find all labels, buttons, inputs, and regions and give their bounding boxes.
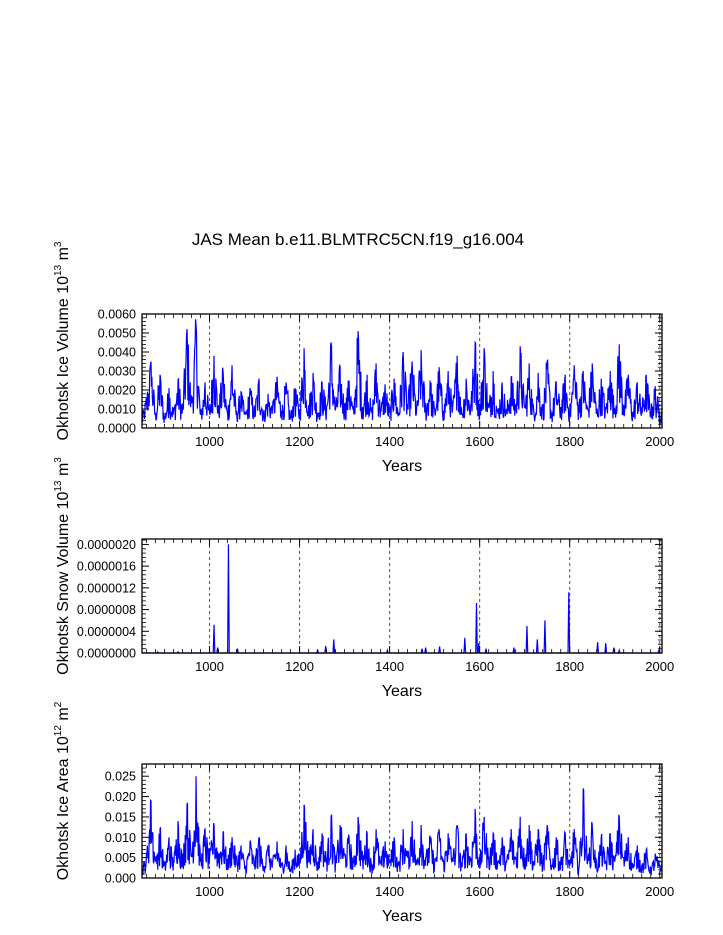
y-tick-label: 0.0050 [98, 327, 136, 341]
x-tick-label: 1600 [465, 659, 494, 674]
x-tick-label: 1800 [555, 659, 584, 674]
x-tick-label: 1800 [555, 434, 584, 449]
y-tick-label: 0.0000012 [77, 581, 136, 595]
x-tick-label: 1400 [375, 434, 404, 449]
x-tick-label: 1200 [285, 884, 314, 899]
x-tick-label: 2000 [645, 659, 674, 674]
y-tick-label: 0.005 [105, 851, 136, 865]
y-axis-label: Okhotsk Snow Volume 1013 m3 [53, 457, 72, 675]
x-tick-label: 2000 [645, 884, 674, 899]
x-tick-label: 1200 [285, 434, 314, 449]
data-series-line [141, 776, 663, 876]
chart-panel-3: 0.000 0.005 0.010 0.015 0.020 0.025 1000 1200 14… [53, 701, 674, 925]
x-tick-label: 1400 [375, 659, 404, 674]
y-tick-label: 0.0030 [98, 365, 136, 379]
x-tick-label: 1800 [555, 884, 584, 899]
y-tick-label: 0.0000016 [77, 560, 136, 574]
y-tick-label: 0.025 [105, 770, 136, 784]
y-axis-label-text: Okhotsk Snow Volume 10 [55, 492, 72, 675]
y-tick-label: 0.0000020 [77, 538, 136, 552]
y-axis-label-exponent: 13 [53, 480, 64, 492]
y-axis-label-unit-exponent: 3 [53, 241, 64, 247]
y-axis-label-text: Okhotsk Ice Area 10 [55, 736, 72, 880]
y-tick-label: 0.0010 [98, 403, 136, 417]
y-tick-label: 0.0060 [98, 308, 136, 322]
y-tick-label: 0.0000 [98, 422, 136, 436]
y-tick-label: 0.020 [105, 790, 136, 804]
y-axis-label-unit: m [55, 463, 72, 481]
y-axis-label: Okhotsk Ice Area 1012 m2 [53, 701, 72, 880]
x-axis-label: Years [382, 458, 422, 475]
chart-panel-2: 0.0000000 0.0000004 0.0000008 0.0000012 0.00… [53, 457, 674, 700]
x-axis-label: Years [382, 683, 422, 700]
chart-panel-1: 0.0000 0.0010 0.0020 0.0030 0.0040 0.0050 0.00… [53, 241, 674, 475]
x-tick-label: 2000 [645, 434, 674, 449]
figure-title: JAS Mean b.e11.BLMTRC5CN.f19_g16.004 [192, 230, 524, 249]
data-series-line [141, 319, 663, 425]
x-tick-label: 1000 [195, 434, 224, 449]
x-tick-label: 1400 [375, 884, 404, 899]
y-tick-label: 0.0000008 [77, 603, 136, 617]
y-axis-label-unit-exponent: 3 [53, 457, 64, 463]
plot-frame [141, 538, 663, 654]
x-tick-label: 1600 [465, 884, 494, 899]
y-tick-label: 0.010 [105, 831, 136, 845]
y-axis-label-unit: m [55, 247, 72, 265]
x-tick-label: 1600 [465, 434, 494, 449]
x-tick-label: 1200 [285, 659, 314, 674]
y-tick-label: 0.0000004 [77, 625, 136, 639]
y-axis-label-unit-exponent: 2 [53, 701, 64, 707]
x-tick-label: 1000 [195, 884, 224, 899]
y-axis-label-exponent: 12 [53, 725, 64, 737]
y-tick-label: 0.0040 [98, 346, 136, 360]
data-series-line [142, 544, 662, 654]
y-tick-label: 0.000 [105, 872, 136, 886]
y-tick-label: 0.015 [105, 810, 136, 824]
x-axis-label: Years [382, 908, 422, 925]
y-axis-label-exponent: 13 [53, 264, 64, 276]
y-tick-label: 0.0000000 [77, 647, 136, 661]
y-axis-label: Okhotsk Ice Volume 1013 m3 [53, 241, 72, 440]
y-axis-label-unit: m [55, 707, 72, 725]
y-tick-label: 0.0020 [98, 384, 136, 398]
y-axis-label-text: Okhotsk Ice Volume 10 [55, 276, 72, 441]
x-tick-label: 1000 [195, 659, 224, 674]
